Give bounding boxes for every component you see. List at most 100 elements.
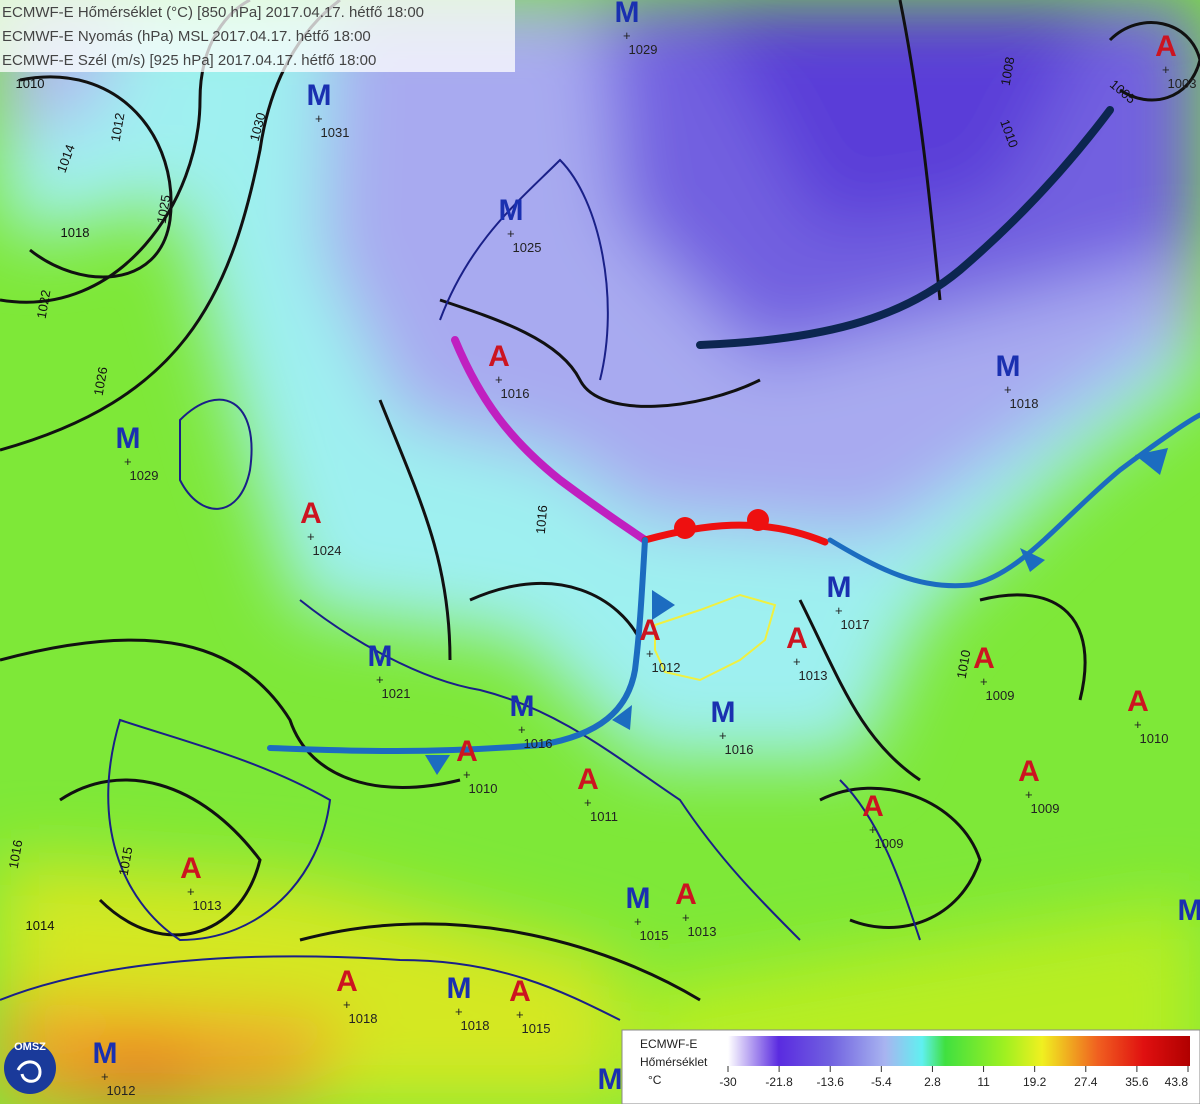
header-box (0, 0, 515, 72)
center-letter: A (488, 340, 510, 373)
header-line: ECMWF-E Szél (m/s) [925 hPa] 2017.04.17.… (2, 52, 376, 69)
center-letter: A (973, 642, 995, 675)
isobar-label: 1030 (247, 111, 269, 143)
colorbar-tick-label: 35.6 (1125, 1075, 1149, 1089)
center-value: 1025 (513, 240, 542, 255)
isobar-label: 1026 (91, 366, 111, 397)
center-letter: A (1127, 685, 1149, 718)
isobar-label: 1016 (6, 839, 26, 870)
center-value: 1012 (652, 660, 681, 675)
center-value: 1015 (522, 1021, 551, 1036)
isobar-label: 1018 (61, 225, 90, 240)
center-value: 1021 (382, 686, 411, 701)
center-value: 1003 (1168, 76, 1197, 91)
center-marker: + (719, 728, 727, 743)
center-letter: M (116, 422, 141, 455)
center-letter: A (180, 852, 202, 885)
isobar-label: 1012 (108, 112, 128, 143)
center-value: 1015 (640, 928, 669, 943)
center-value: 1013 (799, 668, 828, 683)
center-letter: M (510, 690, 535, 723)
center-value: 1013 (688, 924, 717, 939)
isobar-label: 1010 (954, 649, 974, 680)
isobar-label: 1022 (34, 289, 54, 320)
center-marker: + (463, 767, 471, 782)
center-value: 1031 (321, 125, 350, 140)
colorbar-tick-label: 19.2 (1023, 1075, 1047, 1089)
center-marker: + (187, 884, 195, 899)
center-value: 1016 (501, 386, 530, 401)
logo-text: OMSZ (14, 1041, 46, 1053)
isobar-label: 1008 (998, 56, 1018, 87)
center-marker: + (1004, 382, 1012, 397)
isobar-label: 1010 (16, 76, 45, 91)
center-letter: M (447, 972, 472, 1005)
occluded-front (451, 336, 649, 544)
colorbar-tick-label: 11 (977, 1075, 990, 1089)
isobars (0, 0, 1200, 1002)
center-value: 1012 (107, 1083, 136, 1098)
center-marker: + (634, 914, 642, 929)
center-letter: A (336, 965, 358, 998)
cold-front (267, 537, 648, 755)
warm-front (641, 521, 829, 546)
legend-unit: °C (648, 1073, 662, 1087)
center-marker: + (343, 997, 351, 1012)
center-value: 1016 (524, 736, 553, 751)
center-letter: M (499, 194, 524, 227)
center-marker: + (507, 226, 515, 241)
center-marker: + (584, 795, 592, 810)
center-marker: + (495, 372, 503, 387)
center-marker: + (682, 910, 690, 925)
header-line: ECMWF-E Nyomás (hPa) MSL 2017.04.17. hét… (2, 28, 371, 45)
center-letter: A (862, 790, 884, 823)
center-letter: A (300, 497, 322, 530)
center-marker: + (869, 822, 877, 837)
center-value: 1029 (629, 42, 658, 57)
center-marker: + (315, 111, 323, 126)
center-value: 1009 (875, 836, 904, 851)
colorbar (728, 1036, 1190, 1066)
center-letter: M (827, 571, 852, 604)
center-letter: A (786, 622, 808, 655)
center-value: 1018 (1010, 396, 1039, 411)
center-marker: + (516, 1007, 524, 1022)
pressure-centers: M+1029M+1031M+1025A+1016M+1018M+1029A+10… (93, 0, 1200, 1098)
isobar-label: 1014 (26, 918, 55, 933)
isobar-label: 1015 (116, 846, 136, 877)
center-value: 1029 (130, 468, 159, 483)
center-marker: + (376, 672, 384, 687)
isobar-label: 1016 (533, 505, 550, 535)
center-value: 1017 (841, 617, 870, 632)
center-letter: M (598, 1063, 623, 1096)
isobar-label: 1025 (154, 194, 174, 225)
center-marker: + (980, 674, 988, 689)
center-marker: + (646, 646, 654, 661)
legend-title: ECMWF-E (640, 1037, 697, 1051)
logo: OMSZ (4, 1041, 56, 1094)
center-letter: A (639, 614, 661, 647)
center-letter: M (996, 350, 1021, 383)
center-letter: A (509, 975, 531, 1008)
center-letter: M (307, 79, 332, 112)
colorbar-tick-label: -21.8 (765, 1075, 793, 1089)
center-marker: + (101, 1069, 109, 1084)
fronts (267, 106, 1200, 775)
center-letter: M (93, 1037, 118, 1070)
center-letter: M (1178, 894, 1200, 927)
colorbar-tick-label: 27.4 (1074, 1075, 1098, 1089)
center-marker: + (1134, 717, 1142, 732)
center-value: 1016 (725, 742, 754, 757)
center-value: 1013 (193, 898, 222, 913)
colorbar-tick-label: -30 (719, 1075, 737, 1089)
center-letter: M (626, 882, 651, 915)
center-marker: + (518, 722, 526, 737)
center-value: 1009 (1031, 801, 1060, 816)
header-line: ECMWF-E Hőmérséklet (°C) [850 hPa] 2017.… (2, 4, 424, 21)
colorbar-tick-label: 2.8 (924, 1075, 941, 1089)
center-marker: + (1025, 787, 1033, 802)
trough-line (696, 106, 1114, 349)
legend: ECMWF-E Hőmérséklet °C -30 -21.8 -13.6 -5.4… (621, 1029, 1200, 1104)
